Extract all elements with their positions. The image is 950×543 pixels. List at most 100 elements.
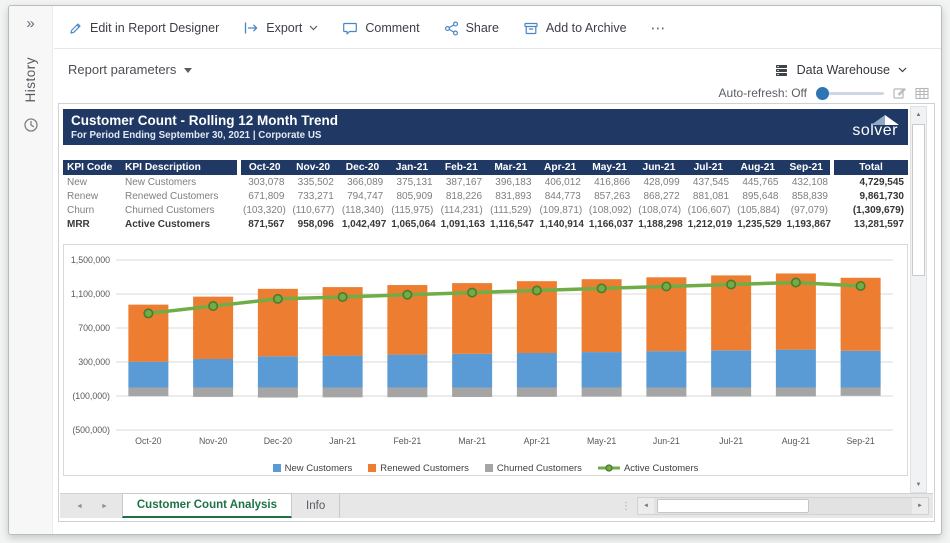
bar-new-customers-sep-21	[841, 351, 881, 388]
solver-logo-triangle-icon	[871, 115, 899, 125]
scroll-right-arrow[interactable]: ►	[912, 498, 928, 514]
table-cell: 794,747	[338, 189, 387, 203]
line-marker-may-21	[597, 284, 605, 292]
table-cell: 1,212,019	[684, 217, 733, 231]
table-cell: 818,226	[437, 189, 486, 203]
customer-count-chart: (500,000)(100,000)300,000700,0001,100,00…	[63, 244, 908, 476]
column-header: Oct-20	[239, 160, 288, 175]
y-tick-label: 700,000	[78, 323, 110, 333]
tab-next-button[interactable]: ►	[101, 503, 108, 510]
line-marker-nov-20	[209, 302, 217, 310]
sidebar-expand-button[interactable]: »	[26, 16, 34, 31]
export-button[interactable]: Export	[243, 21, 318, 35]
scroll-left-arrow[interactable]: ◄	[638, 498, 654, 514]
column-header: May-21	[585, 160, 634, 175]
chevron-down-icon	[898, 67, 907, 73]
legend-item: Renewed Customers	[368, 463, 469, 474]
table-cell: (110,677)	[288, 203, 337, 217]
archive-icon	[523, 21, 539, 36]
line-marker-jun-21	[662, 282, 670, 290]
column-header: Nov-20	[288, 160, 337, 175]
tab-prev-button[interactable]: ◄	[76, 503, 83, 510]
table-header-row: KPI CodeKPI DescriptionOct-20Nov-20Dec-2…	[63, 160, 908, 175]
line-marker-dec-20	[274, 295, 282, 303]
data-warehouse-label: Data Warehouse	[797, 63, 890, 77]
line-marker-aug-21	[792, 278, 800, 286]
vertical-scroll-thumb[interactable]	[912, 124, 925, 276]
bar-new-customers-aug-21	[776, 350, 816, 388]
table-cell: 844,773	[535, 189, 584, 203]
bar-churned-customers-mar-21	[452, 388, 492, 397]
more-actions-button[interactable]: ⋯	[651, 19, 668, 37]
table-cell: 733,271	[288, 189, 337, 203]
report-title-band: Customer Count - Rolling 12 Month Trend …	[63, 109, 908, 145]
table-cell: (1,309,679)	[832, 203, 908, 217]
bar-churned-customers-nov-20	[193, 388, 233, 397]
table-cell: Active Customers	[121, 217, 239, 231]
kpi-table: KPI CodeKPI DescriptionOct-20Nov-20Dec-2…	[63, 160, 908, 231]
history-panel-label[interactable]: History	[23, 57, 38, 103]
table-cell: (111,529)	[486, 203, 535, 217]
grid-view-icon[interactable]	[915, 87, 929, 100]
scroll-up-arrow[interactable]: ▲	[911, 107, 926, 122]
line-marker-oct-20	[144, 309, 152, 317]
scroll-down-arrow[interactable]: ▼	[911, 477, 926, 492]
report-parameters-dropdown[interactable]: Report parameters	[68, 62, 192, 77]
sheet-tab-bar: ◄ ► Customer Count Analysis Info ⋮ ◄ ►	[60, 493, 933, 518]
bar-new-customers-nov-20	[193, 359, 233, 388]
column-header: Mar-21	[486, 160, 535, 175]
vertical-scrollbar[interactable]: ▲ ▼	[910, 106, 927, 493]
table-cell: 416,866	[585, 175, 634, 189]
table-cell: 1,193,867	[782, 217, 832, 231]
vertical-scroll-track[interactable]	[911, 122, 926, 477]
table-cell: 805,909	[387, 189, 436, 203]
table-row: RenewRenewed Customers671,809733,271794,…	[63, 189, 908, 203]
line-marker-jul-21	[727, 280, 735, 288]
horizontal-scrollbar[interactable]: ◄ ►	[637, 497, 929, 515]
auto-refresh-label: Auto-refresh: Off	[719, 86, 807, 100]
table-cell: 868,272	[634, 189, 683, 203]
data-warehouse-dropdown[interactable]: Data Warehouse	[774, 63, 907, 77]
column-header: Aug-21	[733, 160, 782, 175]
y-tick-label: (100,000)	[72, 391, 110, 401]
x-tick-label: Jun-21	[653, 436, 680, 446]
table-cell: Renewed Customers	[121, 189, 239, 203]
share-label: Share	[466, 21, 499, 35]
legend-item: Churned Customers	[485, 463, 582, 474]
bar-churned-customers-jun-21	[646, 388, 686, 397]
auto-refresh-toggle[interactable]	[816, 87, 884, 100]
share-button[interactable]: Share	[444, 21, 499, 36]
column-header: Feb-21	[437, 160, 486, 175]
comment-button[interactable]: Comment	[342, 21, 419, 36]
add-to-archive-button[interactable]: Add to Archive	[523, 21, 627, 36]
x-tick-label: Nov-20	[199, 436, 227, 446]
line-marker-jan-21	[338, 293, 346, 301]
chevron-down-icon	[309, 25, 318, 31]
legend-swatch-icon	[273, 464, 281, 472]
tab-info[interactable]: Info	[292, 494, 340, 518]
legend-label: Renewed Customers	[380, 463, 469, 474]
table-cell: New Customers	[121, 175, 239, 189]
chart-legend: New CustomersRenewed CustomersChurned Cu…	[66, 457, 905, 479]
column-header: KPI Code	[63, 160, 121, 175]
table-cell: (103,320)	[239, 203, 288, 217]
table-cell: 671,809	[239, 189, 288, 203]
table-cell: (114,231)	[437, 203, 486, 217]
horizontal-scroll-track[interactable]	[654, 498, 912, 514]
report-subtitle: For Period Ending September 30, 2021 | C…	[71, 130, 338, 142]
edit-in-report-designer-button[interactable]: Edit in Report Designer	[68, 21, 219, 36]
comment-label: Comment	[365, 21, 419, 35]
line-marker-apr-21	[533, 286, 541, 294]
x-tick-label: Sep-21	[846, 436, 874, 446]
bar-churned-customers-may-21	[582, 388, 622, 397]
toggle-knob[interactable]	[816, 87, 829, 100]
bar-new-customers-may-21	[582, 352, 622, 387]
table-cell: 366,089	[338, 175, 387, 189]
table-cell: 831,893	[486, 189, 535, 203]
column-header: Total	[832, 160, 908, 175]
splitter-handle[interactable]: ⋮	[615, 494, 637, 518]
horizontal-scroll-thumb[interactable]	[657, 499, 809, 513]
tab-customer-count-analysis[interactable]: Customer Count Analysis	[122, 493, 292, 518]
legend-line-icon	[598, 463, 620, 473]
edit-parameters-icon[interactable]	[893, 87, 906, 100]
